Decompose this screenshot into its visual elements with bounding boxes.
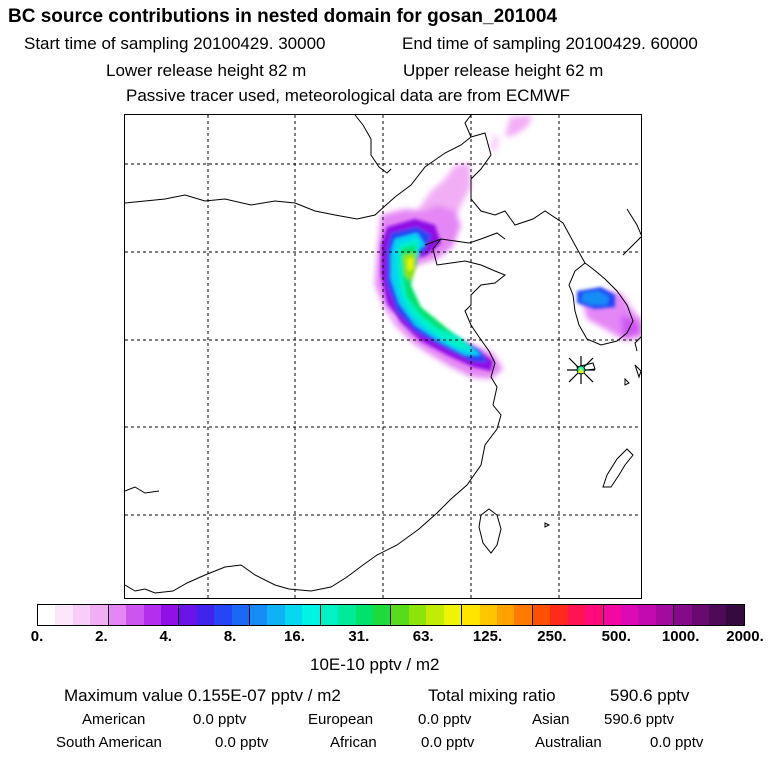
color-scale-tick-label: 2. (95, 628, 108, 645)
color-scale-cell (726, 605, 744, 625)
color-scale-cell (514, 605, 533, 625)
star-marker-icon (567, 356, 595, 384)
color-scale-cell (126, 605, 144, 625)
color-scale-tick-label: 8. (223, 628, 237, 645)
color-scale-cell (355, 605, 374, 625)
color-scale-cell (496, 605, 515, 625)
color-scale-cell (284, 605, 303, 625)
color-scale-tick-label: 16. (284, 628, 305, 645)
color-scale-cell (72, 605, 91, 625)
region-name: African (330, 734, 377, 751)
color-scale-cell (709, 605, 727, 625)
color-scale-cell (250, 605, 268, 625)
color-scale-tick-label: 500. (601, 628, 631, 645)
color-scale-cell (55, 605, 73, 625)
color-scale-cell (462, 605, 480, 625)
color-scale-cell (90, 605, 109, 625)
color-scale-cell (443, 605, 463, 625)
region-name: Australian (535, 734, 602, 751)
color-scale-tick-label: 1000. (661, 628, 700, 645)
color-scale-cell (160, 605, 180, 625)
color-scale-cell (691, 605, 710, 625)
color-scale-units: 10E-10 pptv / m2 (310, 655, 440, 674)
color-scale-tick-label: 250. (537, 628, 567, 645)
region-value: 0.0 pptv (418, 711, 472, 728)
color-scale-cell (567, 605, 586, 625)
color-scale-tick-label: 0. (30, 628, 44, 645)
color-scale-cell (320, 605, 339, 625)
coastlines (125, 115, 641, 594)
tracer-note: Passive tracer used, meteorological data… (126, 86, 571, 105)
color-scale-cell (408, 605, 427, 625)
color-scale-cell (532, 605, 551, 625)
color-scale-tick-label: 125. (472, 628, 503, 645)
region-name: South American (56, 734, 162, 751)
color-scale-cell (214, 605, 232, 625)
color-scale-cell (38, 605, 56, 625)
region-name: American (82, 711, 146, 728)
color-scale-cell (267, 605, 285, 625)
graticule (125, 115, 641, 598)
color-scale-tick-label: 63. (412, 628, 434, 645)
region-value: 0.0 pptv (421, 734, 475, 751)
color-scale-bar (37, 604, 745, 626)
region-value: 0.0 pptv (650, 734, 704, 751)
region-value: 0.0 pptv (193, 711, 247, 728)
total-mixing-value: 590.6 pptv (610, 686, 690, 705)
color-scale-cell (674, 605, 692, 625)
color-scale-cell (196, 605, 215, 625)
color-scale-cell (585, 605, 604, 625)
color-scale-cell (338, 605, 356, 625)
map-canvas (125, 115, 641, 598)
color-scale-cell (655, 605, 675, 625)
lower-release-label: Lower release height 82 m (106, 61, 307, 80)
region-name: Asian (532, 711, 570, 728)
color-scale-cell (603, 605, 621, 625)
color-scale-tick-label: 2000. (726, 628, 764, 645)
color-scale-cell (108, 605, 127, 625)
color-scale-cell (426, 605, 444, 625)
color-scale-cell (550, 605, 568, 625)
color-scale-cell (479, 605, 497, 625)
region-value: 590.6 pptv (604, 711, 675, 728)
source-contribution-map (124, 114, 642, 599)
plot-title: BC source contributions in nested domain… (8, 6, 558, 27)
color-scale-cell (302, 605, 321, 625)
upper-release-label: Upper release height 62 m (403, 61, 604, 80)
plume-mid (381, 219, 615, 371)
color-scale-tick-label: 4. (159, 628, 172, 645)
start-time-label: Start time of sampling 20100429. 30000 (24, 34, 326, 53)
total-mixing-label: Total mixing ratio (428, 686, 556, 705)
color-scale-cell (620, 605, 639, 625)
color-scale-cell (638, 605, 656, 625)
color-scale-cell (373, 605, 392, 625)
max-value-label: Maximum value 0.155E-07 pptv / m2 (64, 686, 341, 705)
color-scale-cell (231, 605, 251, 625)
color-scale-cell (179, 605, 197, 625)
color-scale-cell (391, 605, 409, 625)
region-name: European (308, 711, 374, 728)
region-value: 0.0 pptv (215, 734, 269, 751)
color-scale-cell (143, 605, 161, 625)
end-time-label: End time of sampling 20100429. 60000 (402, 34, 698, 53)
color-scale-tick-label: 31. (348, 628, 370, 645)
